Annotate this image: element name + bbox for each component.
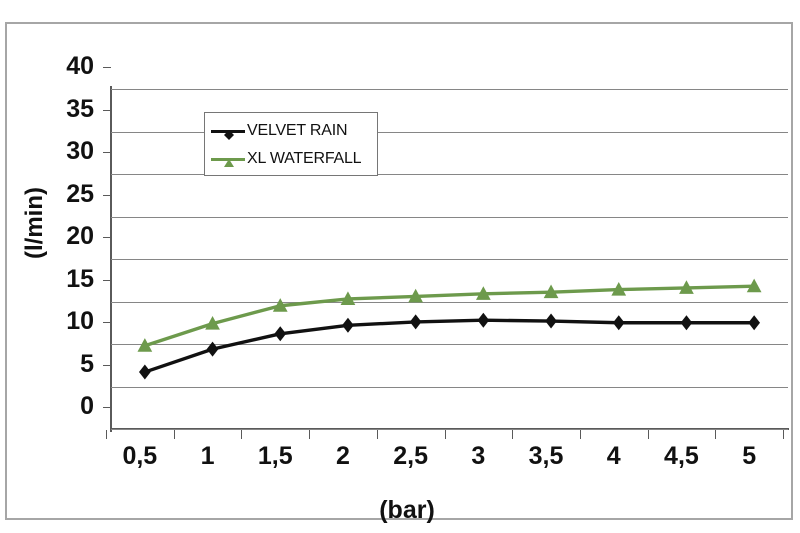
chart-frame: (l/min) 0 5 10 15 20 25 30 35 40 0,5 1 1,5 2 2,5 3 3,5…: [5, 22, 793, 524]
data-point-triangle: [272, 298, 288, 312]
data-point-triangle: [137, 338, 153, 352]
x-axis-tick: [444, 430, 446, 439]
data-point-triangle: [408, 288, 424, 303]
data-point-diamond: [206, 341, 219, 357]
data-point-diamond: [612, 315, 625, 331]
data-point-diamond: [139, 364, 151, 380]
y-axis-tick: [103, 407, 111, 408]
x-axis-tick-label: 1,5: [257, 442, 293, 470]
y-axis-tick: [103, 322, 111, 323]
x-axis-tick: [512, 430, 514, 439]
legend-label-xl-waterfall: XL WATERFALL: [247, 150, 362, 167]
gridline: [111, 216, 788, 218]
legend-swatch-xl-waterfall: [211, 151, 245, 167]
data-point-triangle: [679, 280, 694, 294]
y-axis-tick: [103, 237, 111, 238]
x-axis-tick-label: 4,5: [664, 442, 699, 470]
gridline: [111, 89, 788, 90]
data-point-triangle: [475, 286, 491, 300]
x-axis-tick-label: 0,5: [122, 442, 158, 470]
x-axis-tick: [376, 430, 378, 439]
x-axis-tick: [647, 430, 649, 439]
x-axis-tick: [783, 430, 784, 439]
data-point-diamond: [409, 314, 422, 330]
x-axis-tick-label: 5: [742, 442, 757, 470]
gridline: [111, 344, 788, 345]
x-axis-tick: [715, 430, 717, 439]
gridline: [111, 131, 788, 133]
y-axis-tick: [103, 194, 111, 196]
series-velvet-rain: [139, 312, 760, 380]
y-axis-tick-label: 25: [66, 179, 94, 208]
plot-area: [111, 89, 788, 430]
legend-swatch-velvet-rain: [211, 123, 245, 140]
x-axis-tick-label: 4: [606, 442, 621, 470]
y-axis-tick: [103, 279, 111, 281]
data-point-triangle: [543, 284, 559, 299]
gridline: [111, 301, 788, 303]
gridline: [111, 386, 788, 388]
data-point-diamond: [680, 315, 693, 331]
gridline: [111, 259, 788, 260]
data-point-diamond: [748, 315, 760, 331]
series-line: [143, 318, 756, 374]
data-point-triangle: [746, 278, 762, 293]
diamond-marker-icon: [224, 127, 234, 145]
y-axis-tick: [103, 109, 111, 111]
legend-label-velvet-rain: VELVET RAIN: [247, 122, 348, 139]
x-axis-tick: [106, 430, 107, 439]
y-axis-tick-label: 5: [80, 349, 94, 378]
y-axis-tick-label: 0: [80, 392, 94, 420]
y-axis-tick-label: 30: [66, 137, 94, 165]
gridline: [111, 429, 788, 430]
y-axis-tick-label: 15: [66, 264, 94, 293]
data-point-triangle: [340, 291, 356, 305]
legend-item-velvet-rain: VELVET RAIN: [211, 117, 371, 145]
data-point-triangle: [205, 316, 220, 330]
gridline: [111, 174, 788, 175]
series-line: [143, 284, 756, 348]
legend-item-xl-waterfall: XL WATERFALL: [211, 145, 371, 173]
x-axis-tick: [309, 430, 311, 439]
triangle-marker-icon: [224, 155, 234, 173]
x-axis-tick: [241, 430, 243, 439]
x-axis-tick-label: 1: [200, 442, 215, 470]
data-point-diamond: [477, 312, 490, 328]
y-axis-tick: [103, 364, 111, 366]
x-axis-tick: [173, 430, 175, 439]
x-axis-tick-label: 3,5: [528, 442, 564, 470]
y-axis-tick: [103, 67, 111, 68]
y-axis-tick-label: 40: [66, 52, 94, 80]
x-axis-tick-label: 2: [335, 442, 350, 470]
y-axis-tick: [103, 152, 111, 153]
data-point-diamond: [545, 313, 557, 329]
x-axis-tick-label: 3: [471, 442, 486, 470]
data-point-triangle: [611, 282, 627, 296]
y-axis-tick-label: 20: [66, 222, 94, 250]
y-axis-tick-label: 10: [66, 307, 94, 335]
data-point-diamond: [342, 317, 354, 333]
x-axis-tick-label: 2,5: [393, 442, 429, 470]
series-xl-waterfall: [137, 278, 762, 352]
data-point-diamond: [274, 326, 287, 342]
chart-legend: VELVET RAIN XL WATERFALL: [204, 112, 378, 176]
y-axis-tick-label: 35: [66, 94, 94, 123]
series-layer: [137, 278, 762, 380]
x-axis-title: (bar): [379, 496, 435, 524]
x-axis-tick: [579, 430, 581, 439]
